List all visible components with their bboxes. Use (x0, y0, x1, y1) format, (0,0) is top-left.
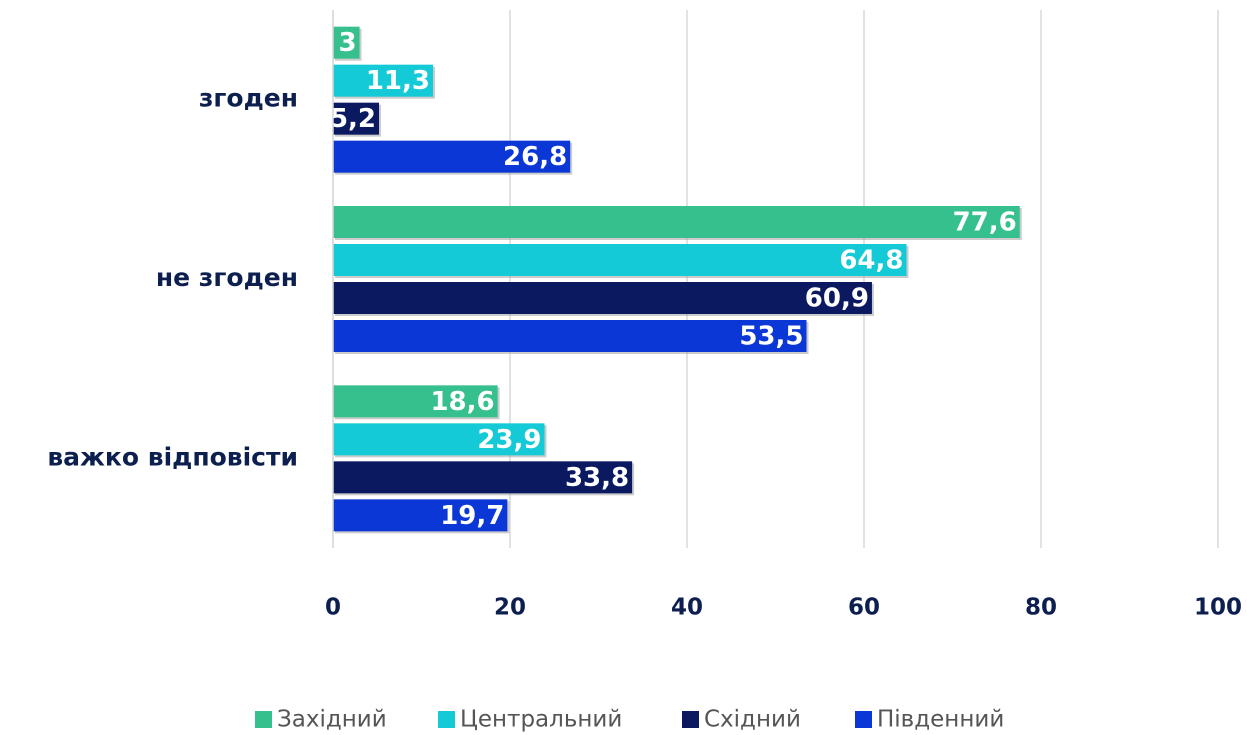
legend-swatch (255, 711, 272, 728)
value-label: 23,9 (477, 425, 541, 455)
bar (333, 102, 380, 135)
legend-swatch (682, 711, 699, 728)
bar (333, 461, 633, 494)
value-label: 53,5 (739, 322, 803, 352)
x-tick-label: 100 (1194, 595, 1242, 621)
legend-label: Південний (877, 707, 1004, 733)
value-label: 11,3 (366, 66, 430, 96)
bar (333, 320, 807, 352)
value-label: 18,6 (430, 387, 494, 417)
bar (333, 244, 907, 276)
value-label: 3 (338, 28, 356, 58)
value-label: 64,8 (839, 246, 903, 276)
bar (333, 26, 360, 59)
bar (333, 206, 1020, 238)
x-tick-label: 0 (325, 595, 341, 621)
value-label: 5,2 (330, 104, 376, 134)
bar (333, 499, 508, 532)
x-tick-label: 40 (671, 595, 703, 621)
value-label: 60,9 (805, 284, 869, 314)
category-label: не згоден (156, 263, 298, 292)
legend-label: Центральний (460, 707, 622, 733)
value-label: 33,8 (565, 463, 629, 493)
legend-label: Східний (704, 707, 801, 733)
bar (333, 140, 571, 173)
bar (333, 423, 545, 456)
value-label: 19,7 (440, 501, 504, 531)
category-label: згоден (199, 84, 298, 113)
bar (333, 385, 498, 418)
x-tick-label: 20 (494, 595, 526, 621)
value-label: 26,8 (503, 142, 567, 172)
x-tick-label: 60 (848, 595, 880, 621)
legend-swatch (438, 711, 455, 728)
legend-label: Західний (277, 707, 387, 733)
category-label: важко відповісти (47, 442, 298, 471)
value-label: 77,6 (953, 208, 1017, 238)
bar (333, 282, 872, 314)
x-tick-label: 80 (1025, 595, 1057, 621)
legend-swatch (855, 711, 872, 728)
bar (333, 64, 434, 97)
